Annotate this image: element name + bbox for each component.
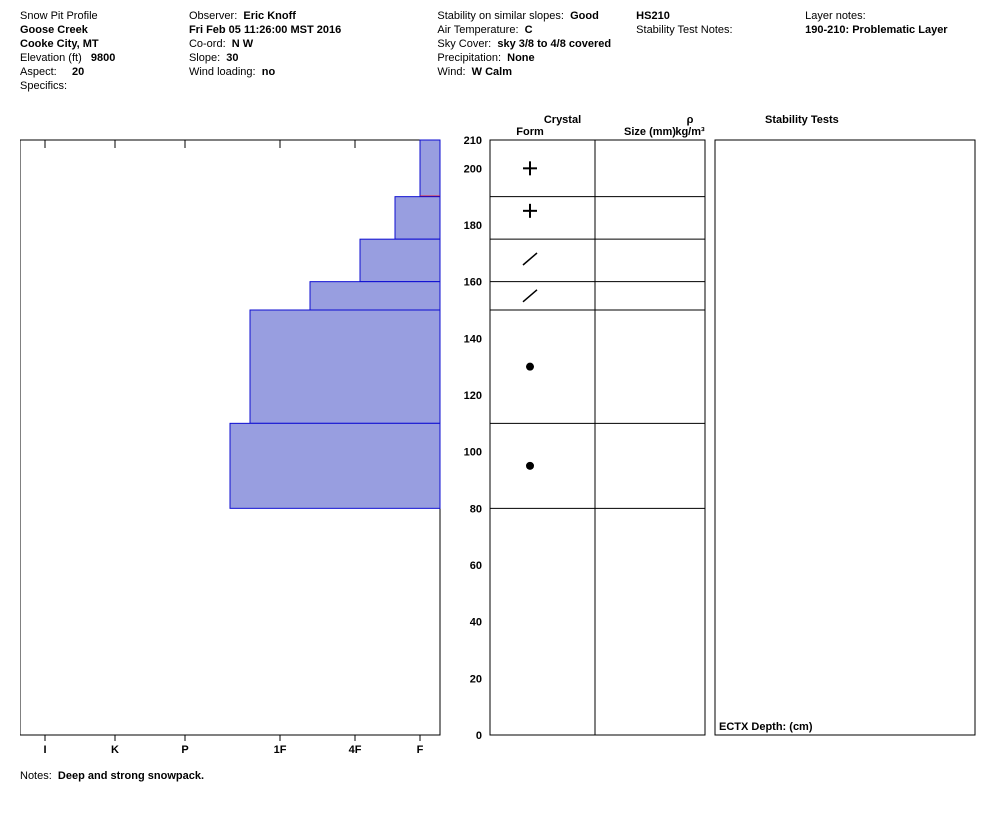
sky-value: sky 3/8 to 4/8 covered <box>497 38 611 50</box>
svg-text:20: 20 <box>470 673 482 685</box>
wind-row: Wind: W Calm <box>437 66 636 78</box>
svg-text:kg/m³: kg/m³ <box>675 126 705 138</box>
stability-label: Stability on similar slopes: <box>437 10 564 22</box>
svg-text:180: 180 <box>464 220 482 232</box>
svg-text:ρ: ρ <box>687 115 694 126</box>
svg-text:ECTX Depth: (cm): ECTX Depth: (cm) <box>719 721 813 733</box>
snow-pit-chart: I K P 1F 4F F 0 20 40 60 80 100 120 140 160 180 200 210 EC… <box>20 115 980 768</box>
svg-text:Size (mm): Size (mm) <box>624 126 676 138</box>
air-temp-label: Air Temperature: <box>437 24 518 36</box>
svg-text:Stability Tests: Stability Tests <box>765 115 839 126</box>
svg-text:1F: 1F <box>274 744 287 756</box>
coord-row: Co-ord: N W <box>189 38 437 50</box>
svg-text:140: 140 <box>464 333 482 345</box>
header: Snow Pit Profile Goose Creek Cooke City,… <box>20 10 984 92</box>
elevation-label: Elevation (ft) <box>20 52 82 64</box>
city: Cooke City, MT <box>20 38 189 50</box>
observer-label: Observer: <box>189 10 237 22</box>
slope-label: Slope: <box>189 52 220 64</box>
svg-text:0: 0 <box>476 730 482 742</box>
wind-loading-value: no <box>262 66 275 78</box>
notes-value: Deep and strong snowpack. <box>58 770 204 782</box>
header-col-1: Snow Pit Profile Goose Creek Cooke City,… <box>20 10 189 92</box>
wind-loading-row: Wind loading: no <box>189 66 437 78</box>
coord-label: Co-ord: <box>189 38 226 50</box>
elevation-value: 9800 <box>91 52 115 64</box>
slope-row: Slope: 30 <box>189 52 437 64</box>
elevation-row: Elevation (ft) 9800 <box>20 52 189 64</box>
header-col-4: HS210 Stability Test Notes: <box>636 10 805 92</box>
svg-text:40: 40 <box>470 617 482 629</box>
precip-label: Precipitation: <box>437 52 501 64</box>
svg-text:Form: Form <box>516 126 544 138</box>
aspect-row: Aspect: 20 <box>20 66 189 78</box>
svg-text:K: K <box>111 744 119 756</box>
wind-value: W Calm <box>472 66 512 78</box>
aspect-value: 20 <box>72 66 84 78</box>
header-col-5: Layer notes: 190-210: Problematic Layer <box>805 10 984 92</box>
profile-title: Snow Pit Profile <box>20 10 189 22</box>
air-temp-value: C <box>525 24 533 36</box>
coord-value: N W <box>232 38 253 50</box>
notes-label: Notes: <box>20 770 52 782</box>
svg-text:F: F <box>417 744 424 756</box>
svg-text:120: 120 <box>464 390 482 402</box>
svg-text:100: 100 <box>464 447 482 459</box>
precip-value: None <box>507 52 535 64</box>
slope-value: 30 <box>226 52 238 64</box>
wind-loading-label: Wind loading: <box>189 66 256 78</box>
stability-value: Good <box>570 10 599 22</box>
header-col-2: Observer: Eric Knoff Fri Feb 05 11:26:00… <box>189 10 437 92</box>
sky-row: Sky Cover: sky 3/8 to 4/8 covered <box>437 38 636 50</box>
observer-value: Eric Knoff <box>243 10 296 22</box>
specifics-label: Specifics: <box>20 80 189 92</box>
air-temp-row: Air Temperature: C <box>437 24 636 36</box>
hs-value: HS210 <box>636 10 805 22</box>
svg-text:60: 60 <box>470 560 482 572</box>
aspect-label: Aspect: <box>20 66 57 78</box>
datetime: Fri Feb 05 11:26:00 MST 2016 <box>189 24 437 36</box>
svg-text:4F: 4F <box>349 744 362 756</box>
header-col-3: Stability on similar slopes: Good Air Te… <box>437 10 636 92</box>
wind-label: Wind: <box>437 66 465 78</box>
layer-notes-value: 190-210: Problematic Layer <box>805 24 984 36</box>
svg-text:210: 210 <box>464 135 482 147</box>
svg-text:80: 80 <box>470 503 482 515</box>
svg-text:200: 200 <box>464 163 482 175</box>
svg-text:Crystal: Crystal <box>544 115 581 126</box>
location: Goose Creek <box>20 24 189 36</box>
svg-text:I: I <box>43 744 46 756</box>
stability-test-notes-label: Stability Test Notes: <box>636 24 805 36</box>
svg-text:P: P <box>181 744 188 756</box>
precip-row: Precipitation: None <box>437 52 636 64</box>
notes-row: Notes: Deep and strong snowpack. <box>20 770 204 782</box>
observer-row: Observer: Eric Knoff <box>189 10 437 22</box>
stability-row: Stability on similar slopes: Good <box>437 10 636 22</box>
svg-text:160: 160 <box>464 277 482 289</box>
sky-label: Sky Cover: <box>437 38 491 50</box>
layer-notes-label: Layer notes: <box>805 10 984 22</box>
